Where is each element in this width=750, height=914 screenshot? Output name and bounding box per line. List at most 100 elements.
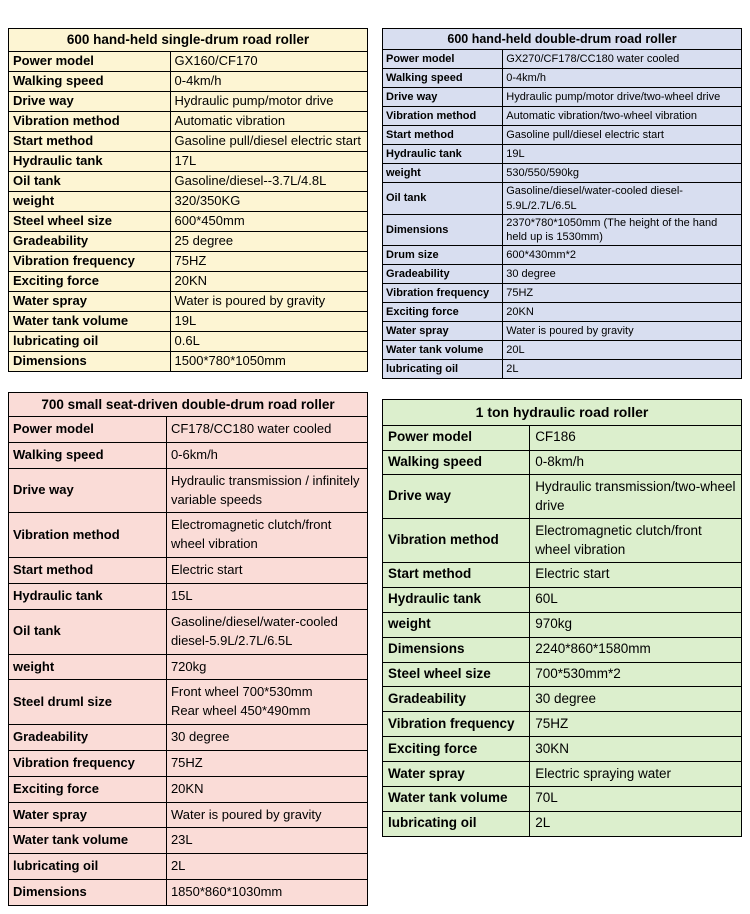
spec-value: 2370*780*1050mm (The height of the hand … — [502, 213, 742, 247]
spec-row: weight 530/550/590kg — [381, 163, 742, 184]
spec-label: Walking speed — [381, 68, 504, 89]
table-header-row: 600 hand-held double-drum road roller — [382, 27, 742, 51]
spec-row: Start method Electric start — [8, 557, 369, 584]
spec-value: Hydraulic transmission/two-wheel drive — [529, 474, 742, 520]
spec-row: Vibration method Automatic vibration — [8, 110, 369, 132]
spec-row: Water spray Electric spraying water — [381, 761, 742, 787]
spec-row: Power model CF186 — [381, 424, 742, 451]
spec-row: Steel druml size Front wheel 700*530mm Re… — [8, 679, 369, 726]
spec-label: Power model — [8, 50, 171, 72]
spec-value: Automatic vibration — [169, 110, 369, 132]
spec-label: weight — [8, 190, 171, 212]
spec-row: lubricating oil 2L — [8, 853, 369, 881]
spec-row: Water tank volume 23L — [8, 827, 369, 855]
spec-label: Hydraulic tank — [8, 150, 171, 172]
spec-value: 2240*860*1580mm — [529, 636, 742, 663]
spec-row: Vibration frequency 75HZ — [381, 283, 742, 304]
spec-row: Oil tank Gasoline/diesel/water-cooled die… — [381, 182, 742, 215]
spec-value: 0-8km/h — [529, 449, 742, 476]
spec-value: 19L — [502, 144, 742, 165]
spec-value: 600*430mm*2 — [502, 245, 742, 266]
right-column: 600 hand-held double-drum road roller Pow… — [381, 27, 742, 837]
spec-row: Vibration frequency 75HZ — [8, 250, 369, 272]
spec-value: 2L — [502, 359, 742, 380]
spec-row: Power model GX160/CF170 — [8, 50, 369, 72]
spec-label: Water spray — [381, 321, 504, 342]
spec-label: Water tank volume — [8, 827, 167, 855]
spec-value: 0.6L — [169, 330, 369, 352]
spec-label: Hydraulic tank — [381, 144, 504, 165]
spec-label: Start method — [381, 125, 504, 146]
spec-value: 2L — [165, 853, 369, 881]
spec-value: 20KN — [169, 270, 369, 292]
spec-label: Exciting force — [381, 736, 531, 763]
spec-label: Steel wheel size — [8, 210, 171, 232]
spec-label: Exciting force — [381, 302, 504, 323]
spec-value: 0-4km/h — [502, 68, 742, 89]
spec-label: Oil tank — [381, 182, 504, 215]
spec-value: Gasoline/diesel--3.7L/4.8L — [169, 170, 369, 192]
spec-label: Dimensions — [8, 879, 167, 906]
spec-label: Water spray — [8, 801, 167, 829]
spec-label: Hydraulic tank — [8, 583, 167, 610]
spec-value: 30 degree — [529, 686, 742, 713]
spec-value: GX270/CF178/CC180 water cooled — [502, 49, 742, 70]
spec-value: Automatic vibration/two-wheel vibration — [502, 106, 742, 127]
spec-value: GX160/CF170 — [169, 50, 369, 72]
spec-label: Dimensions — [8, 350, 171, 372]
spec-row: Steel wheel size 600*450mm — [8, 210, 369, 232]
spec-row: Vibration method Automatic vibration/two-… — [381, 106, 742, 127]
spec-row: lubricating oil 0.6L — [8, 330, 369, 352]
spec-label: Gradeability — [8, 230, 171, 252]
spec-row: Water tank volume 70L — [381, 785, 742, 812]
spec-row: Drive way Hydraulic pump/motor drive/two-… — [381, 87, 742, 108]
table-header-row: 700 small seat-driven double-drum road r… — [8, 391, 368, 418]
spec-row: weight 970kg — [381, 611, 742, 638]
spec-label: lubricating oil — [8, 330, 171, 352]
spec-row: Water spray Water is poured by gravity — [8, 290, 369, 312]
spec-row: Dimensions 1500*780*1050mm — [8, 350, 369, 372]
spec-value: 1500*780*1050mm — [169, 350, 369, 372]
spec-row: Oil tank Gasoline/diesel--3.7L/4.8L — [8, 170, 369, 192]
spec-value: CF178/CC180 water cooled — [165, 416, 369, 443]
spec-value: 970kg — [529, 611, 742, 638]
spec-label: Start method — [381, 561, 531, 588]
spec-value: Gasoline pull/diesel electric start — [502, 125, 742, 146]
spec-label: Water spray — [381, 761, 531, 787]
spec-row: Walking speed 0-6km/h — [8, 441, 369, 469]
spec-label: Water tank volume — [381, 340, 504, 361]
spec-row: Hydraulic tank 17L — [8, 150, 369, 172]
spec-label: Vibration method — [381, 106, 504, 127]
spec-value: Water is poured by gravity — [165, 801, 369, 829]
spec-value: Front wheel 700*530mm Rear wheel 450*490… — [165, 679, 369, 726]
spec-label: Drum size — [381, 245, 504, 266]
spec-row: weight 320/350KG — [8, 190, 369, 212]
table-title: 1 ton hydraulic road roller — [382, 399, 742, 426]
spec-row: Walking speed 0-8km/h — [381, 449, 742, 476]
spec-label: lubricating oil — [8, 853, 167, 881]
table-header-row: 600 hand-held single-drum road roller — [8, 28, 368, 52]
spec-label: lubricating oil — [381, 359, 504, 380]
spec-value: Gasoline/diesel/water-cooled diesel-5.9L… — [165, 608, 369, 655]
spec-label: Drive way — [8, 90, 171, 112]
spec-value: 2L — [529, 810, 742, 837]
spec-row: Water spray Water is poured by gravity — [8, 801, 369, 829]
spec-row: Walking speed 0-4km/h — [8, 70, 369, 92]
table-600-single-drum: 600 hand-held single-drum road roller Pow… — [8, 28, 369, 372]
spec-row: Gradeability 30 degree — [381, 686, 742, 713]
spec-label: Vibration method — [8, 110, 171, 132]
spec-row: Dimensions 2240*860*1580mm — [381, 636, 742, 663]
spec-row: lubricating oil 2L — [381, 359, 742, 380]
spec-value: 700*530mm*2 — [529, 661, 742, 688]
spec-value: 30 degree — [502, 264, 742, 285]
spec-row: Hydraulic tank 15L — [8, 583, 369, 610]
spec-label: Drive way — [381, 474, 531, 520]
spec-label: Dimensions — [381, 213, 504, 247]
spec-row: Vibration frequency 75HZ — [381, 711, 742, 738]
spec-row: Water spray Water is poured by gravity — [381, 321, 742, 342]
spec-value: 75HZ — [529, 711, 742, 738]
spec-label: Walking speed — [8, 441, 167, 469]
spec-row: weight 720kg — [8, 653, 369, 681]
spec-value: 0-4km/h — [169, 70, 369, 92]
spec-row: Power model GX270/CF178/CC180 water coole… — [381, 49, 742, 70]
